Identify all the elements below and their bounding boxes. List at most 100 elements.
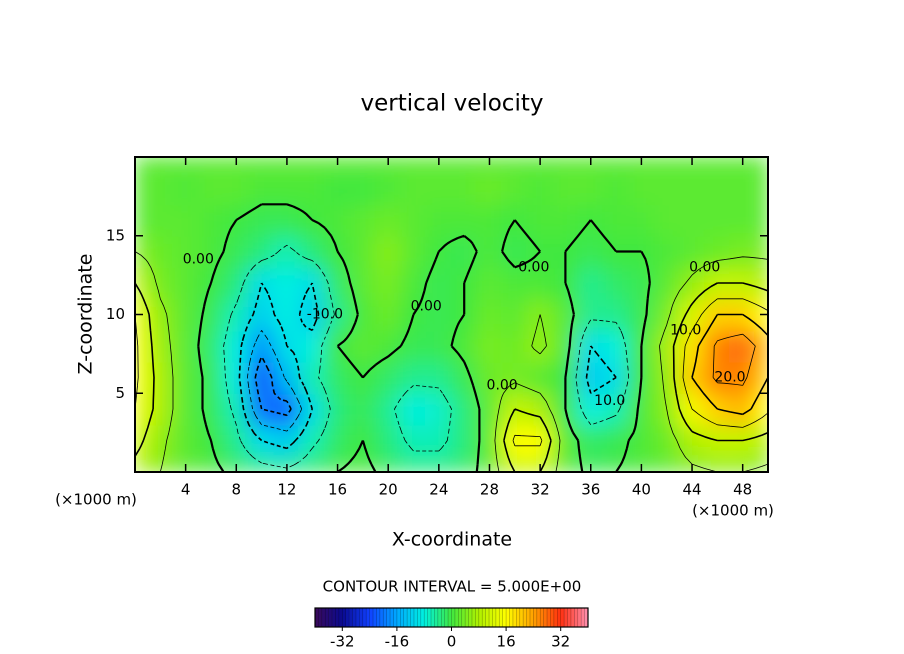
field-cell (678, 203, 706, 237)
field-cell (754, 423, 768, 458)
colorbar-segment (379, 608, 384, 627)
field-cell (602, 171, 630, 206)
colorbar-segment (454, 608, 459, 627)
field-cell (135, 455, 149, 472)
field-cell (171, 234, 200, 269)
x-tick-label: 12 (277, 481, 296, 499)
colorbar-tick-label: 0 (447, 633, 457, 651)
field-cell (729, 329, 757, 363)
field-cell (298, 455, 326, 472)
contour-line (247, 330, 303, 432)
field-cell (171, 171, 200, 206)
field-cell (222, 171, 250, 206)
field-cell (653, 157, 681, 174)
field-cell (273, 455, 301, 472)
field-cell (374, 203, 402, 237)
colorbar-segment (383, 608, 387, 627)
field-cell (526, 157, 554, 174)
colorbar-segment (560, 608, 565, 627)
colorbar-tick-label: -32 (330, 633, 355, 651)
field-cell (602, 203, 630, 237)
colorbar-segment (570, 608, 575, 627)
field-cell (247, 171, 276, 206)
field-cell (627, 266, 656, 300)
field-cell (501, 360, 529, 395)
y-axis-label: Z-coordinate (75, 254, 97, 375)
field-cell (703, 329, 732, 363)
colorbar-segment (553, 608, 558, 627)
field-cell (653, 423, 681, 458)
colorbar-segment (550, 608, 555, 627)
field (135, 157, 768, 472)
field-cell (729, 171, 757, 206)
field-cell (425, 360, 453, 395)
field-cells (135, 157, 768, 472)
field-cell (349, 203, 377, 237)
field-cell (323, 297, 352, 332)
colorbar-segment (413, 608, 418, 627)
field-cell (653, 203, 681, 237)
field-cell (526, 203, 554, 237)
colorbar-segment (489, 608, 493, 627)
colorbar-segment (448, 608, 452, 627)
contour-label: 10.0 (670, 322, 701, 338)
colorbar-segment (369, 608, 374, 627)
field-cell (653, 234, 681, 269)
x-tick-label: 28 (480, 481, 499, 499)
field-cell (425, 297, 453, 332)
x-tick-label: 16 (328, 481, 347, 499)
field-cell (475, 297, 504, 332)
field-cell (247, 157, 276, 174)
colorbar-segment (512, 608, 517, 627)
field-cell (627, 455, 656, 472)
colorbar-segment (342, 608, 347, 627)
contour-label: 0.00 (487, 377, 518, 393)
field-cell (678, 171, 706, 206)
field-cell (349, 329, 377, 363)
field-cell (146, 203, 174, 237)
field-cell (627, 157, 656, 174)
field-cell (425, 392, 453, 426)
contour-label: 0.00 (411, 299, 442, 315)
y-tick-label: 5 (115, 384, 125, 402)
field-cell (577, 157, 605, 174)
colorbar-segment (424, 608, 428, 627)
colorbar-segment (564, 608, 568, 627)
colorbar-segment (468, 608, 473, 627)
field-cell (653, 329, 681, 363)
field-cell (703, 157, 732, 174)
colorbar-segment (407, 608, 411, 627)
field-cell (450, 203, 478, 237)
field-cell (399, 392, 428, 426)
field-cell (450, 171, 478, 206)
field-cell (729, 392, 757, 426)
colorbar-segment (366, 608, 370, 627)
field-cell (450, 157, 478, 174)
field-cell (475, 234, 504, 269)
contour-line (197, 203, 651, 472)
field-cell (577, 455, 605, 472)
colorbar-segment (495, 608, 500, 627)
field-cell (197, 234, 225, 269)
field-cell (450, 455, 478, 472)
colorbar-segment (574, 608, 579, 627)
field-cell (551, 329, 580, 363)
field-cell (577, 297, 605, 332)
field-cell (627, 297, 656, 332)
field-cell (526, 329, 554, 363)
colorbar-segment (444, 608, 449, 627)
colorbar-segment (533, 608, 538, 627)
colorbar-segment (557, 608, 561, 627)
field-cell (729, 360, 757, 395)
field-cell (197, 329, 225, 363)
field-cell (501, 171, 529, 206)
field-cell (323, 157, 352, 174)
contours (135, 203, 768, 472)
colorbar-segment (431, 608, 435, 627)
colorbar-segment (345, 608, 350, 627)
field-cell (602, 266, 630, 300)
field-cell (653, 455, 681, 472)
field-cell (273, 360, 301, 395)
field-cell (298, 157, 326, 174)
field-cell (222, 392, 250, 426)
